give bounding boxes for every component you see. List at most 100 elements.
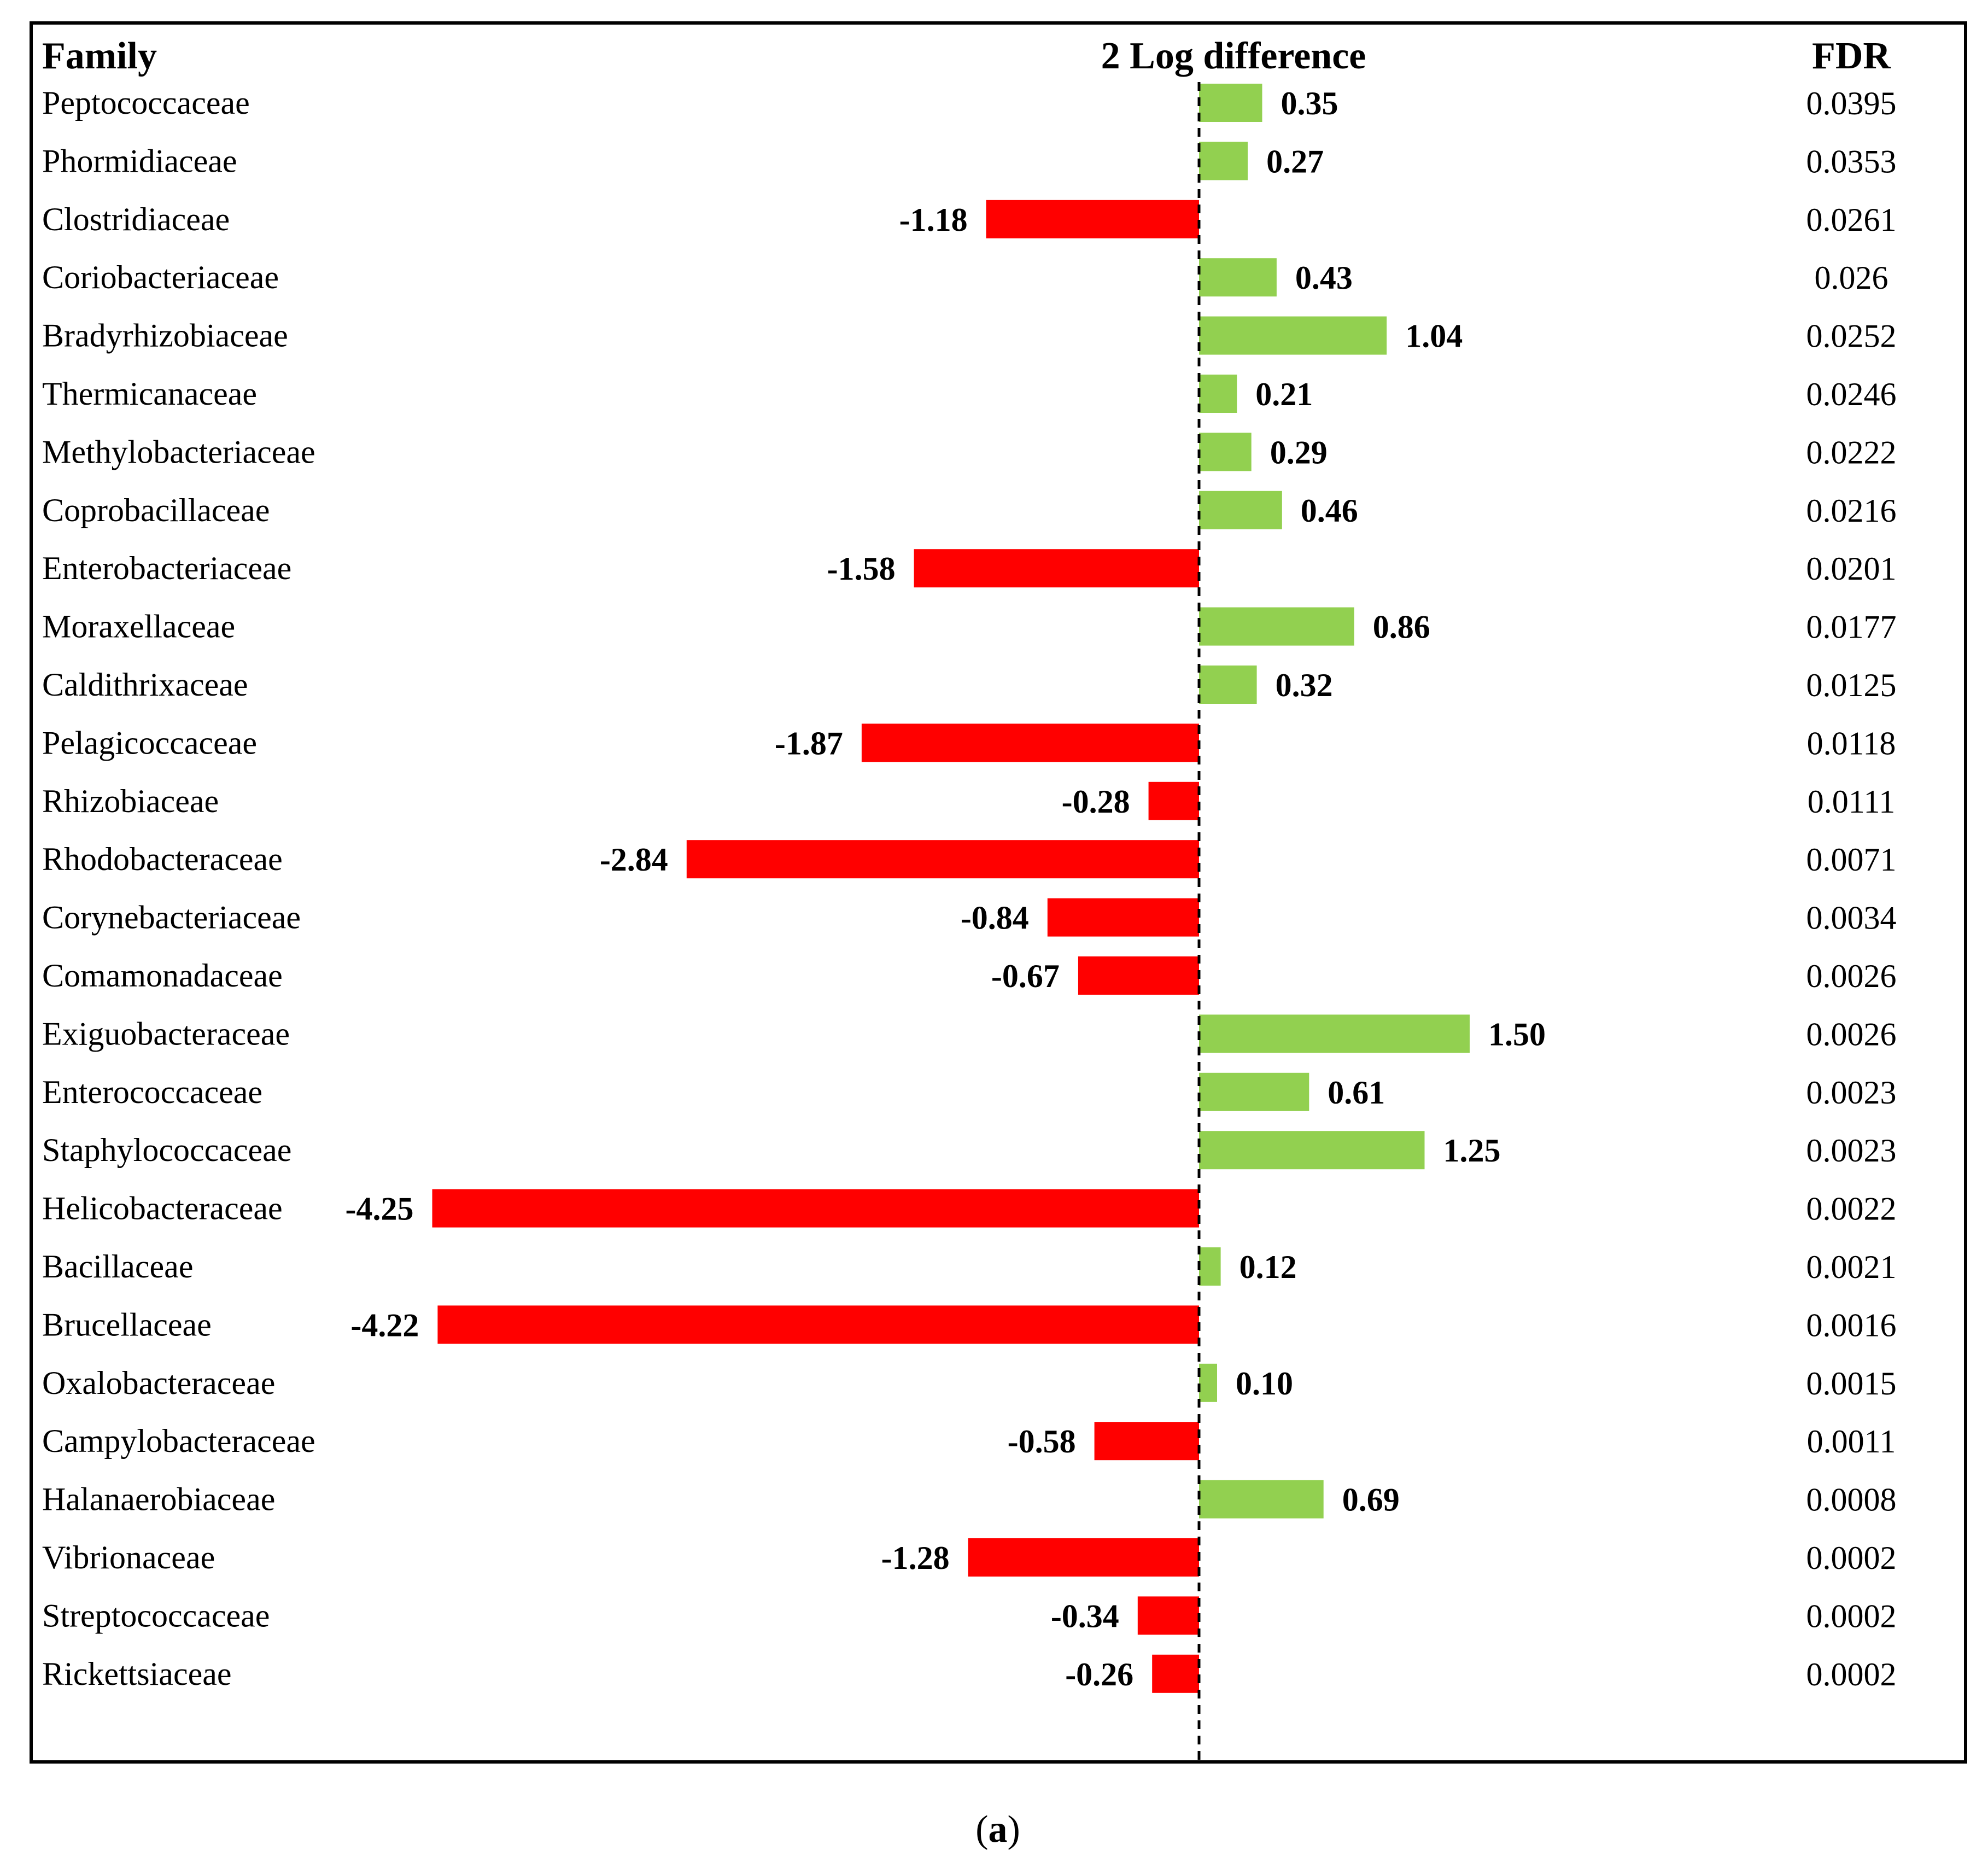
- value-label: 1.50: [1488, 1016, 1546, 1052]
- bar: [1199, 375, 1237, 413]
- bar: [1199, 316, 1387, 355]
- bar: [1199, 491, 1282, 529]
- family-label: Enterobacteriaceae: [42, 550, 291, 586]
- table-row: Bacillaceae 0.12 0.0021: [42, 1247, 1897, 1286]
- value-label: 0.32: [1276, 667, 1333, 703]
- fdr-value: 0.0395: [1806, 85, 1897, 121]
- family-label: Campylobacteraceae: [42, 1423, 315, 1459]
- bar: [861, 723, 1199, 762]
- table-row: Phormidiaceae 0.27 0.0353: [42, 142, 1897, 180]
- value-label: 0.61: [1328, 1075, 1385, 1111]
- fdr-value: 0.0353: [1806, 143, 1897, 179]
- family-label: Coprobacillaceae: [42, 492, 270, 528]
- table-row: Helicobacteraceae -4.25 0.0022: [42, 1189, 1897, 1228]
- fdr-value: 0.0034: [1806, 900, 1897, 936]
- bar: [432, 1189, 1199, 1228]
- bar: [986, 200, 1199, 238]
- fdr-value: 0.0252: [1806, 318, 1897, 354]
- family-label: Thermicanaceae: [42, 376, 257, 412]
- value-label: -1.28: [881, 1540, 950, 1576]
- fdr-value: 0.0261: [1806, 202, 1897, 238]
- table-row: Caldithrixaceae 0.32 0.0125: [42, 666, 1897, 704]
- value-label: 0.27: [1266, 143, 1324, 179]
- fdr-value: 0.0016: [1806, 1307, 1897, 1343]
- fdr-value: 0.026: [1815, 260, 1888, 296]
- bar: [1152, 1654, 1199, 1693]
- family-label: Streptococcaceae: [42, 1597, 270, 1633]
- bar: [1199, 607, 1354, 646]
- table-row: Enterococcaceae 0.61 0.0023: [42, 1072, 1897, 1111]
- fdr-value: 0.0246: [1806, 376, 1897, 412]
- family-label: Exiguobacteraceae: [42, 1015, 290, 1052]
- table-row: Pelagicoccaceae -1.87 0.0118: [42, 723, 1896, 762]
- log-difference-header: 2 Log difference: [1101, 35, 1366, 77]
- value-label: 0.46: [1301, 493, 1358, 529]
- table-row: Campylobacteraceae -0.58 0.0011: [42, 1422, 1896, 1461]
- bar: [1148, 781, 1199, 820]
- fdr-value: 0.0111: [1808, 784, 1896, 820]
- value-label: 0.43: [1295, 260, 1353, 296]
- family-label: Enterococcaceae: [42, 1074, 262, 1110]
- fdr-value: 0.0118: [1807, 725, 1896, 761]
- fdr-header: FDR: [1812, 35, 1891, 77]
- family-header: Family: [42, 35, 157, 77]
- fdr-value: 0.0177: [1806, 609, 1897, 645]
- fdr-value: 0.0216: [1806, 493, 1897, 529]
- fdr-value: 0.0125: [1806, 667, 1897, 703]
- family-label: Pelagicoccaceae: [42, 725, 257, 761]
- family-label: Clostridiaceae: [42, 201, 230, 237]
- bar: [1199, 1247, 1221, 1286]
- family-label: Corynebacteriaceae: [42, 900, 301, 936]
- table-row: Peptococcaceae 0.35 0.0395: [42, 84, 1897, 122]
- fdr-value: 0.0201: [1806, 551, 1897, 587]
- bar: [1137, 1596, 1199, 1635]
- table-row: Moraxellaceae 0.86 0.0177: [42, 607, 1897, 646]
- family-label: Peptococcaceae: [42, 85, 250, 121]
- table-row: Rhodobacteraceae -2.84 0.0071: [42, 840, 1897, 879]
- value-label: 0.12: [1239, 1249, 1297, 1285]
- bar: [686, 840, 1199, 879]
- table-row: Corynebacteriaceae -0.84 0.0034: [42, 898, 1897, 937]
- table-row: Enterobacteriaceae -1.58 0.0201: [42, 549, 1897, 588]
- value-label: -4.22: [350, 1307, 419, 1343]
- value-label: 0.29: [1270, 434, 1328, 470]
- table-row: Coprobacillaceae 0.46 0.0216: [42, 491, 1897, 529]
- table-row: Rhizobiaceae -0.28 0.0111: [42, 781, 1896, 820]
- fdr-value: 0.0022: [1806, 1191, 1897, 1227]
- fdr-value: 0.0222: [1806, 434, 1897, 470]
- value-label: -2.84: [600, 842, 668, 878]
- fdr-value: 0.0002: [1806, 1656, 1897, 1692]
- family-label: Helicobacteraceae: [42, 1190, 283, 1227]
- fdr-value: 0.0015: [1806, 1365, 1897, 1402]
- family-label: Comamonadaceae: [42, 958, 283, 994]
- bar: [1199, 142, 1248, 180]
- fdr-value: 0.0023: [1806, 1075, 1897, 1111]
- value-label: -1.18: [899, 202, 968, 238]
- table-row: Thermicanaceae 0.21 0.0246: [42, 375, 1897, 413]
- family-label: Methylobacteriaceae: [42, 434, 315, 470]
- family-label: Moraxellaceae: [42, 609, 235, 645]
- table-row: Methylobacteriaceae 0.29 0.0222: [42, 433, 1897, 471]
- family-label: Staphylococcaceae: [42, 1132, 291, 1168]
- bar: [1199, 258, 1277, 297]
- value-label: 0.35: [1281, 85, 1338, 121]
- bar: [1199, 1131, 1425, 1170]
- value-label: -1.58: [827, 551, 896, 587]
- family-label: Halanaerobiaceae: [42, 1481, 275, 1517]
- family-label: Brucellaceae: [42, 1306, 212, 1342]
- value-label: 1.04: [1405, 318, 1463, 354]
- value-label: -0.28: [1062, 784, 1130, 820]
- family-label: Rhizobiaceae: [42, 783, 219, 819]
- bar: [1199, 1480, 1324, 1519]
- bar: [1199, 1072, 1309, 1111]
- bar: [1199, 1014, 1470, 1053]
- bar: [1199, 433, 1252, 471]
- table-row: Vibrionaceae -1.28 0.0002: [42, 1538, 1897, 1577]
- value-label: -4.25: [346, 1191, 414, 1227]
- family-label: Rhodobacteraceae: [42, 841, 283, 877]
- value-label: -0.58: [1008, 1423, 1076, 1460]
- family-label: Rickettsiaceae: [42, 1656, 231, 1692]
- table-row: Brucellaceae -4.22 0.0016: [42, 1305, 1897, 1344]
